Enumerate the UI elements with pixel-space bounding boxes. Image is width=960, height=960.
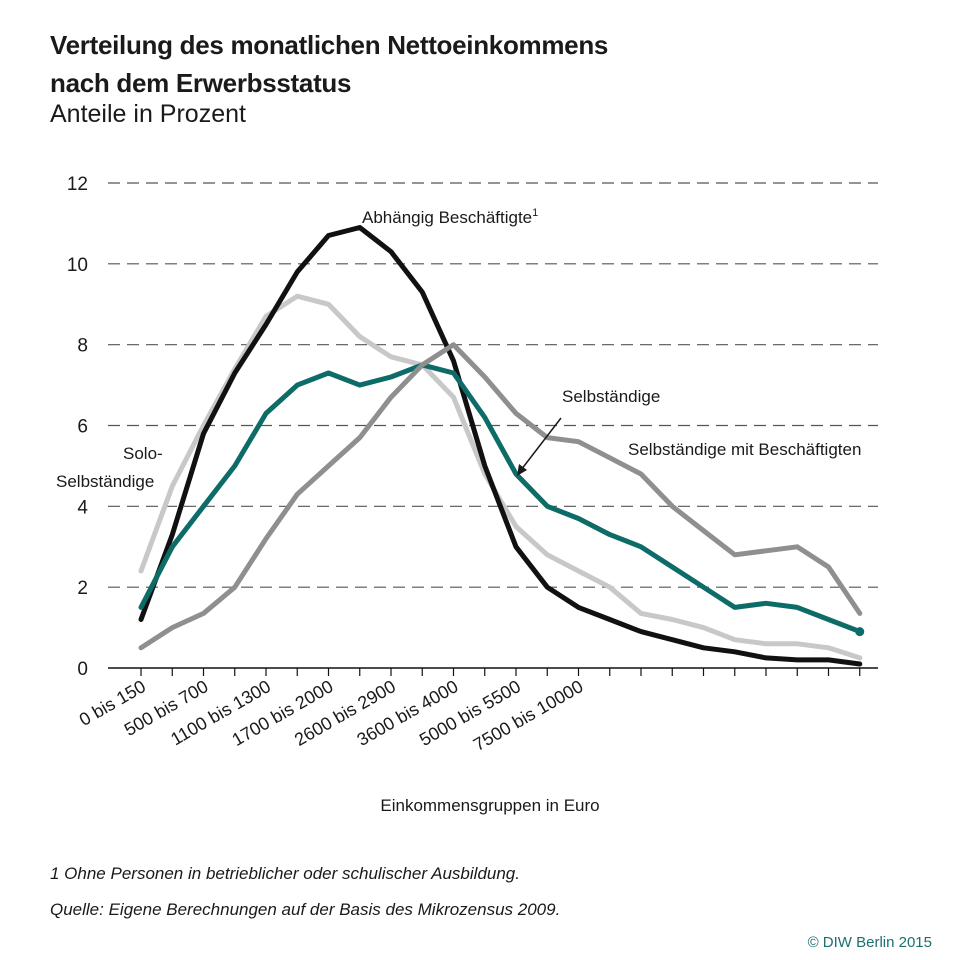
series-line-3	[138, 342, 863, 651]
annotation-selbstaendige-mit: Selbständige mit Beschäftigten	[628, 440, 861, 459]
y-tick-label-6: 6	[77, 417, 88, 438]
y-tick-label-2: 2	[77, 578, 88, 599]
source-note: Quelle: Eigene Berechnungen auf der Basi…	[50, 900, 561, 919]
copyright: © DIW Berlin 2015	[807, 934, 932, 951]
footnote: 1 Ohne Personen in betrieblicher oder sc…	[50, 864, 520, 883]
series-line-1	[138, 225, 863, 667]
annotation-solo-line1: Solo-	[123, 444, 163, 463]
x-axis-label: Einkommensgruppen in Euro	[380, 796, 599, 815]
y-tick-label-8: 8	[77, 336, 88, 357]
annotation-abhaengig: Abhängig Beschäftigte1	[362, 207, 538, 227]
series-end-point-2	[855, 627, 865, 637]
y-tick-label-12: 12	[67, 174, 88, 195]
y-tick-label-4: 4	[77, 497, 88, 518]
x-axis	[108, 667, 878, 676]
annotation-selbstaendige: Selbständige	[562, 387, 660, 406]
title-line-1: Verteilung des monatlichen Nettoeinkomme…	[50, 30, 609, 60]
annotation-arrow-head	[517, 464, 527, 476]
y-axis-ticks: 0 2 4 6 8 10 12	[67, 174, 89, 680]
chart-title: Verteilung des monatlichen Nettoeinkomme…	[50, 26, 910, 102]
annotation-solo-line2: Selbständige	[56, 472, 154, 491]
y-tick-label-10: 10	[67, 255, 88, 276]
series-line-2	[138, 362, 863, 635]
annotation-arrow-line	[520, 417, 562, 471]
gridlines	[108, 182, 878, 588]
chart-subtitle: Anteile in Prozent	[50, 100, 246, 128]
title-line-2: nach dem Erwerbsstatus	[50, 68, 352, 98]
x-tick-label: 7500 bis 10000	[470, 676, 587, 755]
series-lines	[138, 225, 865, 667]
y-tick-label-0: 0	[77, 659, 88, 680]
